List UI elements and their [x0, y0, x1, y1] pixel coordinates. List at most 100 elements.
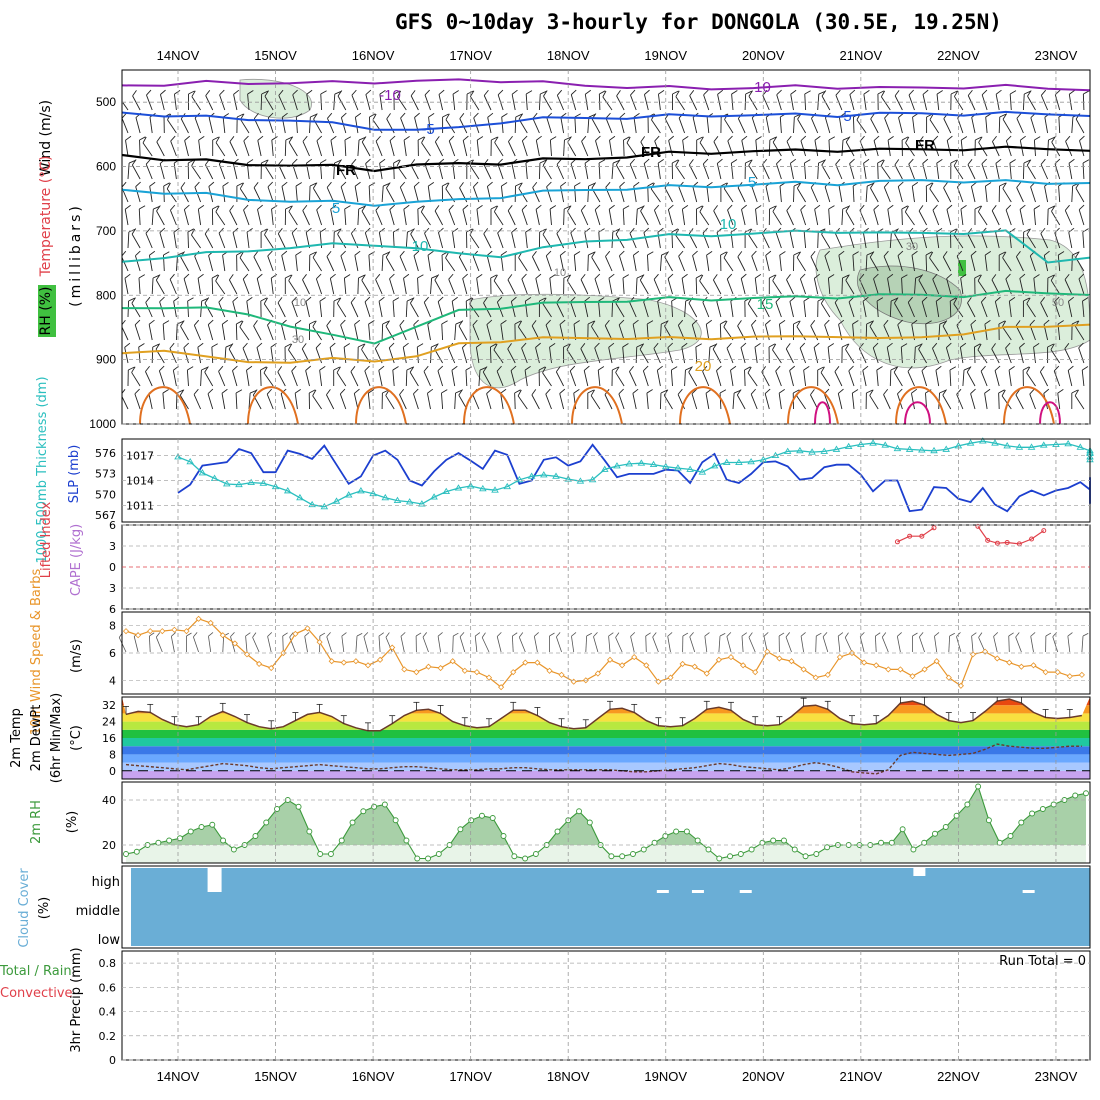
wind-barb: [320, 90, 327, 111]
barb-flag: [295, 320, 302, 325]
barb-shaft: [804, 163, 807, 180]
wind-barb: [671, 159, 679, 180]
barb-shaft: [256, 347, 262, 364]
barb-shaft: [518, 257, 528, 272]
barb-shaft: [967, 302, 976, 318]
wind-barb: [454, 321, 463, 341]
barb-flag: [135, 250, 141, 257]
wind-barb: [897, 181, 904, 203]
wind-barb: [497, 227, 504, 249]
wind-barb: [776, 158, 782, 180]
barb-flag: [358, 137, 366, 141]
barb-flag: [479, 367, 487, 371]
cloud-clear-gap: [207, 866, 222, 892]
barb-shaft: [914, 346, 916, 364]
wind-barb: [1058, 113, 1065, 134]
barb-shaft: [935, 301, 940, 318]
barb-shaft: [291, 232, 298, 249]
barb-flag: [270, 342, 277, 348]
barb-shaft: [507, 210, 516, 226]
barb-flag: [285, 205, 292, 210]
wind-barb: [159, 227, 166, 249]
wind10-barb: [1067, 632, 1073, 653]
barb-shaft: [921, 301, 928, 318]
barb-shaft: [605, 256, 613, 272]
wind-barb: [442, 113, 449, 133]
temp-band: [122, 746, 1090, 755]
barb-shaft: [375, 140, 383, 157]
barb-shaft: [448, 209, 456, 226]
barb-shaft: [420, 211, 431, 226]
barb-shaft: [750, 393, 758, 410]
thickness-marker: [479, 484, 487, 492]
wind-barb: [486, 181, 493, 203]
barb-shaft: [386, 187, 395, 203]
barb-flag: [769, 274, 776, 279]
barb-flag: [535, 342, 541, 348]
barb-shaft: [327, 118, 335, 134]
barb-flag: [884, 112, 890, 119]
wind10-barb: [481, 632, 490, 653]
barb-flag: [486, 319, 493, 325]
barb-shaft: [584, 163, 589, 180]
barb-shaft: [639, 349, 649, 364]
wind-barb: [320, 159, 327, 180]
wind-barb: [215, 205, 226, 226]
wind-barb: [943, 113, 952, 134]
barb-flag: [619, 112, 626, 118]
barb-flag: [155, 632, 161, 638]
barb-flag: [901, 205, 908, 210]
barb-shaft: [684, 301, 687, 318]
rh2m-marker: [586, 819, 593, 826]
wind-barb: [587, 182, 595, 203]
wind-barb: [604, 319, 613, 341]
wind10-barb: [170, 632, 176, 653]
series-dewpt2m: [125, 743, 1082, 775]
wind-barb: [545, 388, 552, 410]
wind10-barb: [726, 632, 732, 653]
barb-shaft: [496, 636, 502, 653]
wind10-marker: [679, 660, 686, 667]
wind-barb: [193, 319, 202, 341]
wind10-barb: [1052, 632, 1059, 653]
thickness-marker: [405, 498, 414, 505]
barb-flag: [393, 90, 401, 95]
barb-flag: [869, 320, 874, 327]
barb-flag: [341, 632, 347, 637]
barb-shaft: [593, 636, 599, 653]
wind-barb: [511, 89, 518, 111]
barb-shaft: [761, 302, 770, 318]
thickness-marker: [637, 459, 646, 466]
wind-barb: [313, 113, 322, 134]
wind-barb: [740, 273, 747, 295]
barb-flag: [646, 320, 654, 325]
barb-shaft: [960, 278, 964, 295]
barb-flag: [1005, 342, 1011, 349]
wind10-barb: [186, 632, 192, 652]
wind-barb: [925, 182, 933, 203]
wind-barb: [921, 296, 928, 318]
barb-flag: [534, 632, 539, 637]
barb-shaft: [507, 348, 516, 364]
barb-flag: [252, 389, 258, 396]
wind-barb: [315, 273, 323, 295]
barb-flag: [261, 159, 268, 164]
barb-flag: [212, 205, 219, 210]
barb-flag: [594, 204, 601, 211]
wind-barb: [507, 205, 516, 226]
wind-barb: [706, 182, 713, 203]
barb-shaft: [901, 277, 903, 295]
barb-flag: [221, 388, 228, 394]
barb-shaft: [215, 280, 226, 295]
barb-shaft: [942, 256, 952, 272]
barb-shaft: [245, 636, 248, 653]
barb-flag: [414, 112, 420, 118]
wind-barb: [793, 320, 800, 340]
barb-flag: [455, 321, 463, 325]
wind-barb: [277, 228, 286, 249]
barb-shaft: [381, 323, 384, 341]
barb-flag: [876, 366, 883, 371]
wind-barb: [779, 320, 786, 341]
barb-shaft: [364, 370, 371, 387]
wind-barb: [337, 159, 347, 180]
